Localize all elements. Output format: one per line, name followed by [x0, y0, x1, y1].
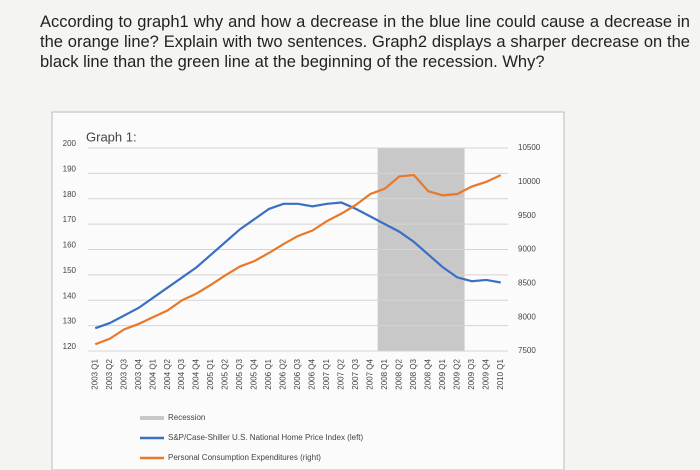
y-tick-label: 140	[63, 291, 77, 300]
x-tick-label: 2008 Q2	[394, 358, 403, 389]
y2-tick-label: 7500	[518, 346, 536, 355]
chart-title: Graph 1:	[86, 129, 137, 144]
y-tick-label: 200	[63, 139, 77, 148]
y-tick-label: 130	[63, 317, 77, 326]
x-tick-label: 2009 Q3	[467, 358, 476, 389]
y2-tick-label: 8000	[518, 312, 536, 321]
x-tick-label: 2006 Q2	[279, 358, 288, 389]
x-tick-label: 2003 Q4	[134, 358, 143, 389]
x-tick-label: 2007 Q2	[337, 358, 346, 389]
x-tick-label: 2005 Q1	[206, 358, 215, 389]
x-tick-label: 2005 Q2	[221, 358, 230, 389]
x-tick-label: 2008 Q4	[423, 358, 432, 389]
x-tick-label: 2008 Q1	[380, 358, 389, 389]
x-tick-label: 2005 Q4	[250, 358, 259, 389]
series-line	[94, 173, 502, 346]
y-tick-label: 120	[63, 342, 77, 351]
y-tick-label: 160	[63, 241, 77, 250]
x-tick-label: 2004 Q4	[192, 358, 201, 389]
x-tick-label: 2007 Q4	[366, 358, 375, 389]
legend-label: Recession	[168, 413, 205, 422]
y-tick-label: 170	[63, 215, 77, 224]
x-tick-label: 2010 Q1	[496, 358, 505, 389]
x-tick-label: 2009 Q2	[452, 358, 461, 389]
x-tick-label: 2004 Q3	[177, 358, 186, 389]
x-tick-label: 2007 Q1	[322, 358, 331, 389]
x-tick-label: 2003 Q1	[90, 358, 99, 389]
x-tick-label: 2003 Q2	[105, 358, 114, 389]
x-tick-label: 2003 Q3	[119, 358, 128, 389]
x-tick-label: 2009 Q1	[438, 358, 447, 389]
y2-tick-label: 10000	[518, 177, 541, 186]
y-tick-label: 150	[63, 266, 77, 275]
x-tick-label: 2009 Q4	[481, 358, 490, 389]
legend-label: S&P/Case-Shiller U.S. National Home Pric…	[168, 433, 364, 442]
chart-frame	[51, 111, 565, 470]
legend-swatch	[140, 416, 164, 420]
x-tick-label: 2006 Q3	[293, 358, 302, 389]
x-tick-label: 2006 Q1	[264, 358, 273, 389]
legend-label: Personal Consumption Expenditures (right…	[168, 453, 321, 462]
x-tick-label: 2004 Q1	[148, 358, 157, 389]
question: According to graph1 why and how a decrea…	[40, 13, 690, 71]
y2-tick-label: 8500	[518, 278, 536, 287]
y2-tick-label: 9000	[518, 245, 536, 254]
x-tick-label: 2006 Q4	[308, 358, 317, 389]
x-tick-label: 2004 Q2	[163, 358, 172, 389]
y2-tick-label: 10500	[518, 143, 541, 152]
x-tick-label: 2007 Q3	[351, 358, 360, 389]
series-line	[94, 201, 501, 330]
y-tick-label: 180	[63, 190, 77, 199]
y2-tick-label: 9500	[518, 211, 536, 220]
x-tick-label: 2008 Q3	[409, 358, 418, 389]
x-tick-label: 2005 Q3	[235, 358, 244, 389]
y-tick-label: 190	[63, 164, 77, 173]
